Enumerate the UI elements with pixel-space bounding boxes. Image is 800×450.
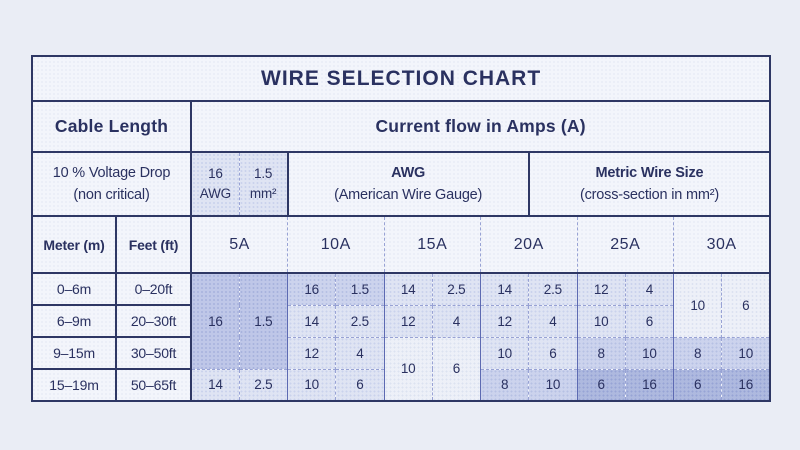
amp-header-15a: 15A xyxy=(383,215,481,274)
data-cell: 12 xyxy=(286,336,337,370)
data-cell: 4 xyxy=(431,304,482,338)
data-cell: 10 xyxy=(528,368,578,402)
range-feet: 0–20ft xyxy=(115,272,192,306)
data-cell: 12 xyxy=(479,304,530,338)
voltage-drop-line1: 10 % Voltage Drop xyxy=(52,164,171,181)
data-cell: 6 xyxy=(672,368,723,402)
data-cell: 14 xyxy=(190,368,240,402)
amp-header-25a: 25A xyxy=(576,215,674,274)
voltage-drop-line2: (non critical) xyxy=(73,187,150,203)
data-cell: 6 xyxy=(576,368,626,402)
data-cell-5a-mm-merged: 1.5 xyxy=(238,272,289,370)
amp-header-20a: 20A xyxy=(480,215,578,274)
data-cell: 16 xyxy=(721,368,771,402)
data-cell: 4 xyxy=(335,336,385,370)
table-row: 6–9m 20–30ft 14 2.5 12 4 12 4 10 6 xyxy=(31,304,770,338)
data-cell-5a-awg-merged: 16 xyxy=(190,272,240,370)
data-cell: 10 xyxy=(576,304,626,338)
range-feet: 30–50ft xyxy=(115,336,192,370)
data-cell: 8 xyxy=(479,368,530,402)
data-cell-15a-awg-merged: 10 xyxy=(383,336,433,402)
table-row: 15–19m 50–65ft 14 2.5 10 6 8 10 6 16 6 1… xyxy=(31,368,771,402)
data-cell: 8 xyxy=(576,336,626,370)
metric-title: Metric Wire Size xyxy=(595,164,704,181)
amp-header-30a: 30A xyxy=(673,215,771,274)
data-cell: 14 xyxy=(383,272,433,306)
data-cell: 12 xyxy=(383,304,433,338)
range-meter: 9–15m xyxy=(31,336,117,370)
data-cell: 6 xyxy=(335,368,385,402)
cable-length-header: Cable Length xyxy=(31,100,192,153)
chart-title: WIRE SELECTION CHART xyxy=(31,55,771,102)
data-cell: 1.5 xyxy=(335,272,385,306)
data-cell: 2.5 xyxy=(238,368,289,402)
data-cell: 16 xyxy=(286,272,337,306)
data-cell: 2.5 xyxy=(335,304,385,338)
range-feet: 50–65ft xyxy=(115,368,192,402)
base-mm-cell: 1.5 mm² xyxy=(238,151,289,217)
data-cell: 10 xyxy=(624,336,675,370)
table-row: 0–6m 0–20ft 16 1.5 16 1.5 14 2.5 14 2.5 … xyxy=(31,272,771,370)
range-meter: 15–19m xyxy=(31,368,117,402)
amp-header-5a: 5A xyxy=(190,215,288,274)
base-mm-value: 1.5 xyxy=(254,165,273,181)
data-cell-30a-mm-merged: 6 xyxy=(721,272,771,338)
range-meter: 6–9m xyxy=(31,304,117,338)
data-cell: 16 xyxy=(624,368,675,402)
base-mm-unit: mm² xyxy=(249,186,277,201)
current-flow-header: Current flow in Amps (A) xyxy=(190,100,771,153)
data-cell: 4 xyxy=(624,272,675,306)
data-cell-15a-mm-merged: 6 xyxy=(431,336,482,402)
range-meter: 0–6m xyxy=(31,272,117,306)
base-awg-unit: AWG xyxy=(199,186,231,201)
data-cell-30a-awg-merged: 10 xyxy=(672,272,723,338)
data-cell: 8 xyxy=(672,336,723,370)
table-row: 9–15m 30–50ft 12 4 10 6 10 6 8 10 8 10 xyxy=(31,336,771,402)
data-cell: 4 xyxy=(528,304,578,338)
wire-selection-table: WIRE SELECTION CHART Cable Length Curren… xyxy=(31,55,772,402)
metric-subtitle: (cross-section in mm²) xyxy=(579,187,719,203)
range-feet: 20–30ft xyxy=(115,304,192,338)
data-cell: 10 xyxy=(286,368,337,402)
metric-group-header: Metric Wire Size (cross-section in mm²) xyxy=(528,151,771,217)
voltage-drop-header: 10 % Voltage Drop (non critical) xyxy=(31,151,192,217)
data-cell: 6 xyxy=(528,336,578,370)
data-cell: 10 xyxy=(479,336,530,370)
data-cell: 14 xyxy=(479,272,530,306)
data-cell: 2.5 xyxy=(528,272,578,306)
amp-header-10a: 10A xyxy=(287,215,385,274)
feet-column-header: Feet (ft) xyxy=(115,215,192,274)
data-cell: 2.5 xyxy=(431,272,482,306)
base-awg-value: 16 xyxy=(208,165,223,181)
base-awg-cell: 16 AWG xyxy=(190,151,240,217)
awg-group-header: AWG (American Wire Gauge) xyxy=(286,151,530,217)
awg-subtitle: (American Wire Gauge) xyxy=(334,187,483,203)
data-cell: 12 xyxy=(576,272,626,306)
data-cell: 10 xyxy=(721,336,771,370)
data-cell: 14 xyxy=(286,304,337,338)
awg-title: AWG xyxy=(391,164,426,181)
meter-column-header: Meter (m) xyxy=(31,215,117,274)
data-cell: 6 xyxy=(624,304,675,338)
